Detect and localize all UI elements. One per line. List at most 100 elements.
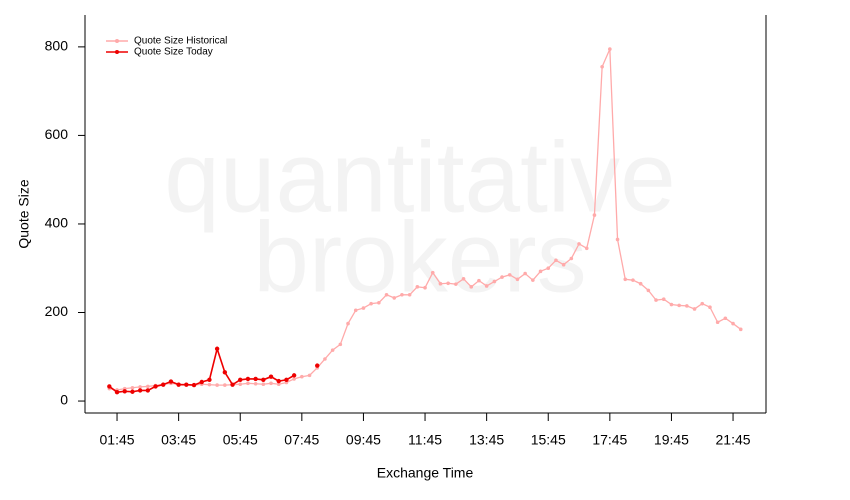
- point: [238, 382, 243, 387]
- point: [230, 382, 235, 387]
- point: [669, 302, 674, 307]
- x-tick-label: 05:45: [223, 432, 258, 448]
- point: [692, 307, 697, 311]
- legend-marker: [115, 39, 119, 43]
- point: [353, 308, 358, 313]
- y-tick-label: 200: [45, 303, 69, 319]
- point: [207, 377, 212, 382]
- point: [600, 64, 604, 69]
- point: [191, 382, 197, 388]
- point: [738, 327, 743, 332]
- watermark: quantitative: [164, 121, 675, 233]
- point: [168, 379, 174, 384]
- point: [500, 275, 504, 279]
- point: [284, 377, 289, 382]
- point: [207, 382, 212, 387]
- point: [107, 384, 112, 389]
- point: [291, 373, 297, 378]
- point: [708, 305, 712, 309]
- point: [469, 285, 474, 289]
- point: [423, 285, 427, 290]
- point: [377, 300, 381, 305]
- point: [146, 384, 150, 389]
- point: [623, 277, 628, 282]
- point: [323, 357, 327, 361]
- point: [446, 281, 450, 286]
- point: [584, 246, 589, 251]
- point: [577, 242, 581, 246]
- point: [654, 298, 658, 302]
- point: [361, 306, 366, 310]
- point: [507, 273, 512, 277]
- point: [261, 382, 266, 387]
- point: [238, 377, 243, 382]
- legend-marker: [115, 50, 119, 54]
- point: [330, 348, 335, 352]
- point: [685, 304, 689, 308]
- point: [430, 270, 435, 275]
- point: [338, 342, 343, 347]
- point: [646, 288, 651, 293]
- point: [122, 389, 127, 394]
- point: [369, 301, 373, 306]
- y-tick-label: 0: [60, 392, 68, 408]
- point: [130, 385, 135, 390]
- point: [561, 262, 566, 267]
- x-tick-label: 09:45: [346, 432, 381, 448]
- x-tick-label: 15:45: [531, 432, 566, 448]
- point: [184, 382, 189, 387]
- y-tick-label: 600: [45, 126, 69, 142]
- point: [569, 256, 574, 261]
- point: [407, 292, 412, 297]
- point: [415, 285, 420, 289]
- x-tick-label: 01:45: [100, 432, 135, 448]
- point: [477, 278, 481, 283]
- point: [199, 379, 204, 385]
- point: [138, 385, 142, 389]
- x-tick-label: 21:45: [716, 432, 751, 448]
- point: [269, 381, 273, 386]
- point: [615, 237, 620, 242]
- x-tick-label: 19:45: [654, 432, 689, 448]
- x-tick-label: 13:45: [469, 432, 504, 448]
- point: [315, 363, 320, 368]
- point: [268, 374, 274, 379]
- y-tick-label: 400: [45, 215, 69, 231]
- point: [715, 320, 720, 325]
- point: [222, 370, 228, 375]
- point: [515, 277, 520, 282]
- watermark: brokers: [253, 201, 586, 313]
- point: [677, 303, 681, 308]
- x-tick-label: 17:45: [592, 432, 627, 448]
- point: [253, 376, 258, 382]
- point: [292, 377, 296, 381]
- point: [276, 378, 281, 384]
- point: [523, 271, 527, 276]
- point: [531, 278, 535, 282]
- x-tick-label: 11:45: [408, 432, 442, 448]
- point: [554, 258, 558, 263]
- legend-label: Quote Size Today: [134, 47, 213, 58]
- point: [438, 281, 443, 286]
- point: [592, 213, 597, 217]
- point: [246, 381, 250, 386]
- point: [253, 381, 258, 386]
- point: [300, 374, 304, 379]
- point: [276, 382, 281, 387]
- point: [484, 284, 489, 288]
- point: [546, 266, 551, 271]
- point: [307, 373, 312, 378]
- point: [461, 277, 466, 281]
- point: [392, 296, 397, 300]
- point: [538, 269, 543, 274]
- point: [384, 292, 389, 297]
- point: [214, 346, 220, 352]
- point: [631, 278, 635, 282]
- point: [661, 297, 666, 302]
- point: [731, 321, 735, 326]
- point: [492, 279, 497, 284]
- point: [346, 321, 350, 326]
- point: [245, 376, 251, 382]
